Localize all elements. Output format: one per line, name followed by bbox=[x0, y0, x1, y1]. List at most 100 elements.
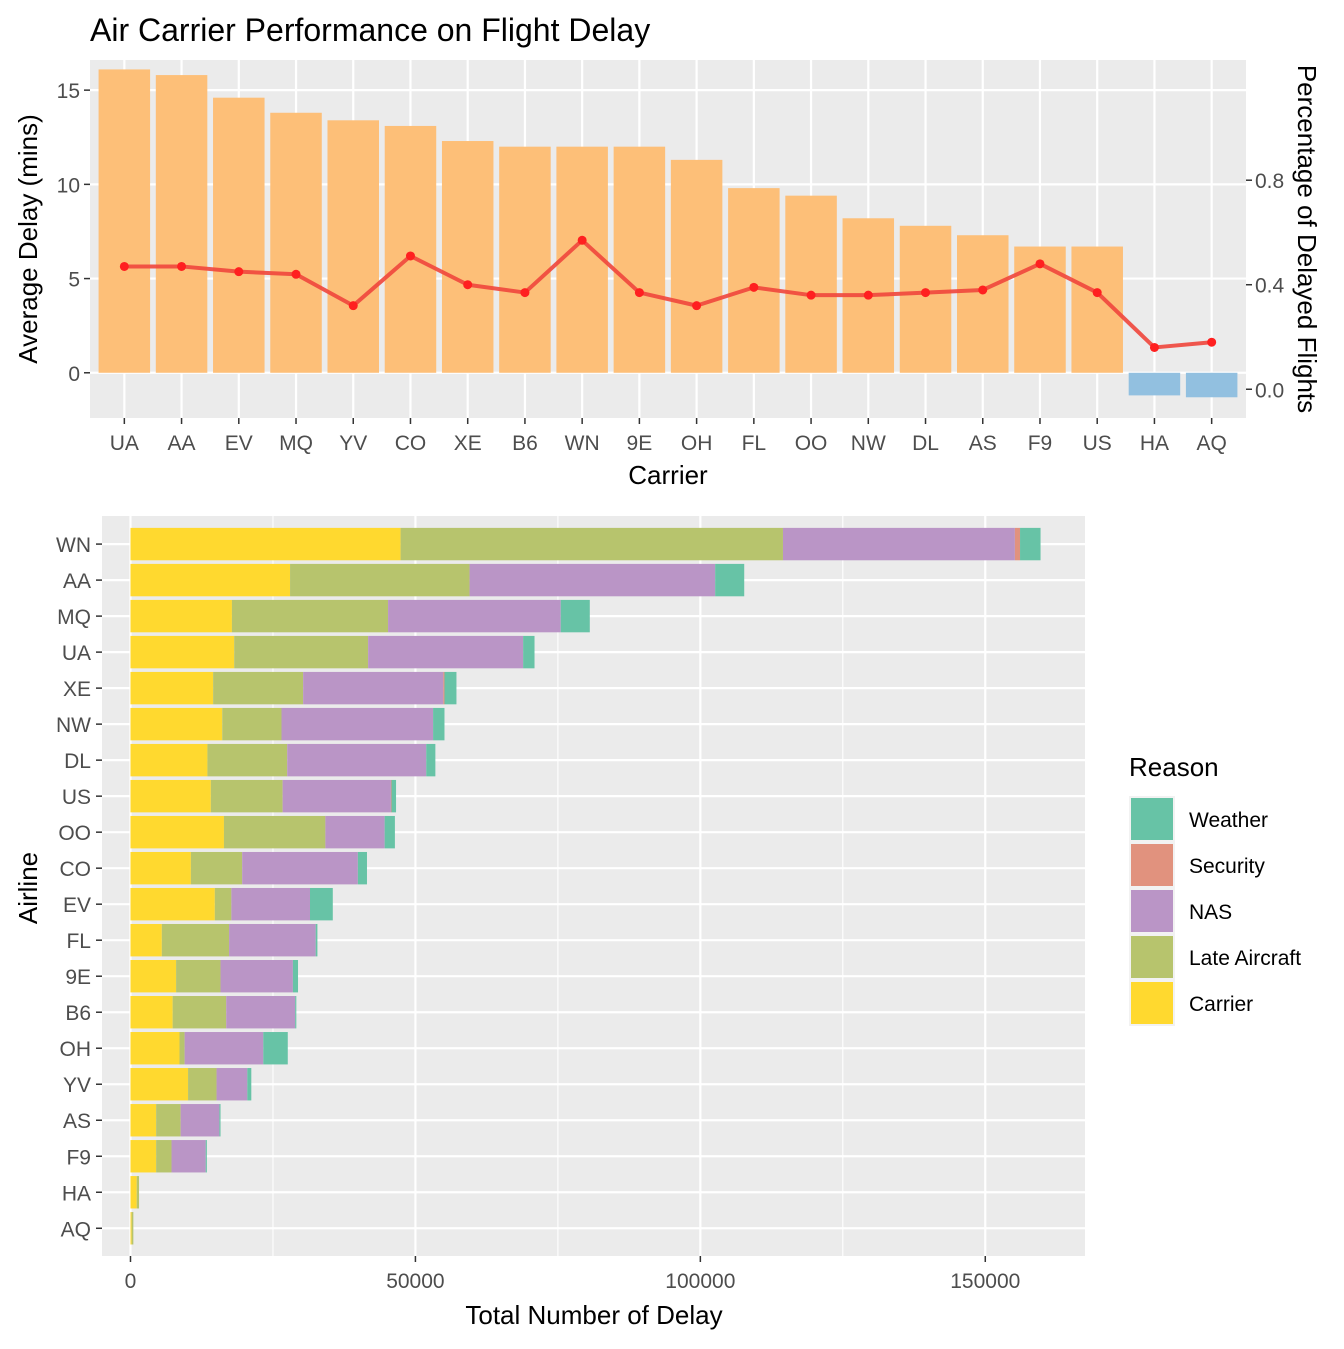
bar-segment-AQ-late-aircraft bbox=[131, 1212, 134, 1245]
line-point-US bbox=[1092, 288, 1102, 298]
x-tick-label: 50000 bbox=[386, 1270, 444, 1293]
bar-segment-AA-weather bbox=[715, 563, 745, 597]
bar-segment-XE-security bbox=[443, 671, 445, 705]
x-tick-label: FL bbox=[742, 432, 767, 455]
bar-segment-CO-nas bbox=[242, 851, 358, 885]
bar-segment-WN-late-aircraft bbox=[400, 527, 783, 561]
bar-segment-HA-carrier bbox=[130, 1176, 137, 1209]
legend-label: NAS bbox=[1189, 901, 1232, 924]
delayed-percentage-line bbox=[124, 238, 1212, 350]
bar-segment-9E-nas bbox=[220, 960, 293, 993]
bar-segment-US-weather bbox=[391, 779, 397, 813]
bar-segment-UA-late-aircraft bbox=[234, 635, 369, 669]
x-tick-label: OO bbox=[795, 432, 828, 455]
x-tick-label: AQ bbox=[1196, 432, 1226, 455]
bottom-chart: WN AA MQ UA XE NW DL US OO CO EV FL 9E B6 OH YV AS F9 HA AQ… bbox=[13, 516, 1085, 1330]
line-point-XE bbox=[463, 280, 473, 290]
bar-HA bbox=[1128, 372, 1181, 396]
bar-segment-OH-nas bbox=[184, 1032, 264, 1065]
chart-title: Air Carrier Performance on Flight Delay bbox=[90, 12, 650, 48]
bar-segment-B6-weather bbox=[295, 996, 297, 1029]
bottom-x-axis: 0 50000 100000 150000 bbox=[125, 1256, 1020, 1293]
top-x-axis-label: Carrier bbox=[628, 460, 708, 490]
line-point-B6 bbox=[520, 288, 530, 298]
bar-segment-NW-nas bbox=[281, 707, 434, 741]
bar-CO bbox=[384, 125, 437, 373]
line-point-AQ bbox=[1207, 337, 1217, 347]
bar-segment-WN-carrier bbox=[130, 527, 401, 561]
bar-segment-FL-carrier bbox=[130, 923, 162, 957]
bar-segment-MQ-late-aircraft bbox=[231, 599, 389, 633]
legend-label: Weather bbox=[1189, 809, 1268, 832]
bar-segment-CO-weather bbox=[357, 851, 367, 885]
line-point-WN bbox=[577, 235, 587, 245]
bar-segment-XE-nas bbox=[303, 671, 444, 705]
bar-segment-WN-security bbox=[1014, 527, 1021, 561]
bar-segment-DL-weather bbox=[426, 743, 436, 777]
bar-UA bbox=[98, 69, 151, 373]
top-line-series bbox=[119, 235, 1217, 352]
bottom-y-axis-label: Airline bbox=[13, 852, 43, 924]
y-tick-label: NW bbox=[56, 714, 91, 737]
x-tick-label: WN bbox=[565, 432, 600, 455]
bar-segment-YV-carrier bbox=[130, 1068, 189, 1101]
y-tick-label: F9 bbox=[66, 1146, 91, 1169]
bar-segment-AA-carrier bbox=[130, 563, 291, 597]
bar-segment-F9-carrier bbox=[130, 1140, 157, 1173]
bar-segment-FL-late-aircraft bbox=[161, 923, 230, 957]
line-point-OO bbox=[806, 290, 816, 300]
y-tick-label: FL bbox=[66, 930, 91, 953]
x-tick-label: YV bbox=[339, 432, 367, 455]
legend-swatch-nas bbox=[1131, 890, 1173, 932]
bar-FL bbox=[728, 188, 780, 373]
x-tick-label: B6 bbox=[512, 432, 538, 455]
bar-segment-UA-carrier bbox=[130, 635, 235, 669]
bar-segment-OO-weather bbox=[384, 815, 395, 849]
bar-segment-AS-weather bbox=[219, 1104, 221, 1137]
x-tick-label: 9E bbox=[627, 432, 653, 455]
legend-swatch-late-aircraft bbox=[1131, 936, 1173, 978]
legend-swatch-weather bbox=[1131, 798, 1173, 840]
x-tick-label: DL bbox=[912, 432, 939, 455]
bar-segment-AA-nas bbox=[469, 563, 716, 597]
bar-B6 bbox=[499, 146, 551, 373]
bar-segment-WN-weather bbox=[1020, 527, 1041, 561]
bar-segment-AS-late-aircraft bbox=[156, 1104, 181, 1137]
bar-segment-NW-weather bbox=[433, 707, 445, 741]
bar-segment-YV-nas bbox=[216, 1068, 248, 1101]
bar-segment-EV-nas bbox=[231, 887, 310, 921]
bar-segment-OO-nas bbox=[325, 815, 385, 849]
bar-EV bbox=[213, 97, 265, 373]
bar-segment-EV-weather bbox=[309, 887, 333, 921]
y-tick-label: OO bbox=[58, 822, 91, 845]
bar-segment-MQ-nas bbox=[388, 599, 561, 633]
y-tick-label: EV bbox=[63, 894, 91, 917]
y-tick-label: XE bbox=[63, 678, 91, 701]
line-point-MQ bbox=[291, 269, 301, 279]
bar-segment-DL-late-aircraft bbox=[207, 743, 288, 777]
x-tick-label: MQ bbox=[279, 432, 313, 455]
y-tick-label: HA bbox=[62, 1182, 91, 1205]
bar-segment-AQ-carrier bbox=[130, 1212, 132, 1245]
x-tick-label: UA bbox=[110, 432, 139, 455]
bar-segment-YV-weather bbox=[247, 1068, 252, 1101]
bar-XE bbox=[441, 141, 494, 373]
bar-segment-MQ-carrier bbox=[130, 599, 232, 633]
y-tick-label: DL bbox=[64, 750, 91, 773]
x-tick-label: AA bbox=[168, 432, 196, 455]
bar-segment-NW-late-aircraft bbox=[222, 707, 282, 741]
bar-segment-OH-late-aircraft bbox=[179, 1032, 185, 1065]
bar-segment-XE-late-aircraft bbox=[213, 671, 304, 705]
y2-tick-label: 0.8 bbox=[1255, 170, 1284, 193]
line-point-CO bbox=[405, 251, 415, 261]
bar-segment-US-nas bbox=[282, 779, 391, 813]
y-tick-label: B6 bbox=[65, 1002, 91, 1025]
line-point-OH bbox=[692, 301, 702, 311]
legend-swatch-carrier bbox=[1131, 982, 1173, 1024]
bar-segment-CO-late-aircraft bbox=[190, 851, 243, 885]
y-tick-label: UA bbox=[62, 642, 91, 665]
bar-segment-DL-nas bbox=[287, 743, 427, 777]
y-tick-label: MQ bbox=[57, 606, 91, 629]
bar-OH bbox=[670, 159, 723, 373]
legend-label: Security bbox=[1189, 855, 1265, 878]
